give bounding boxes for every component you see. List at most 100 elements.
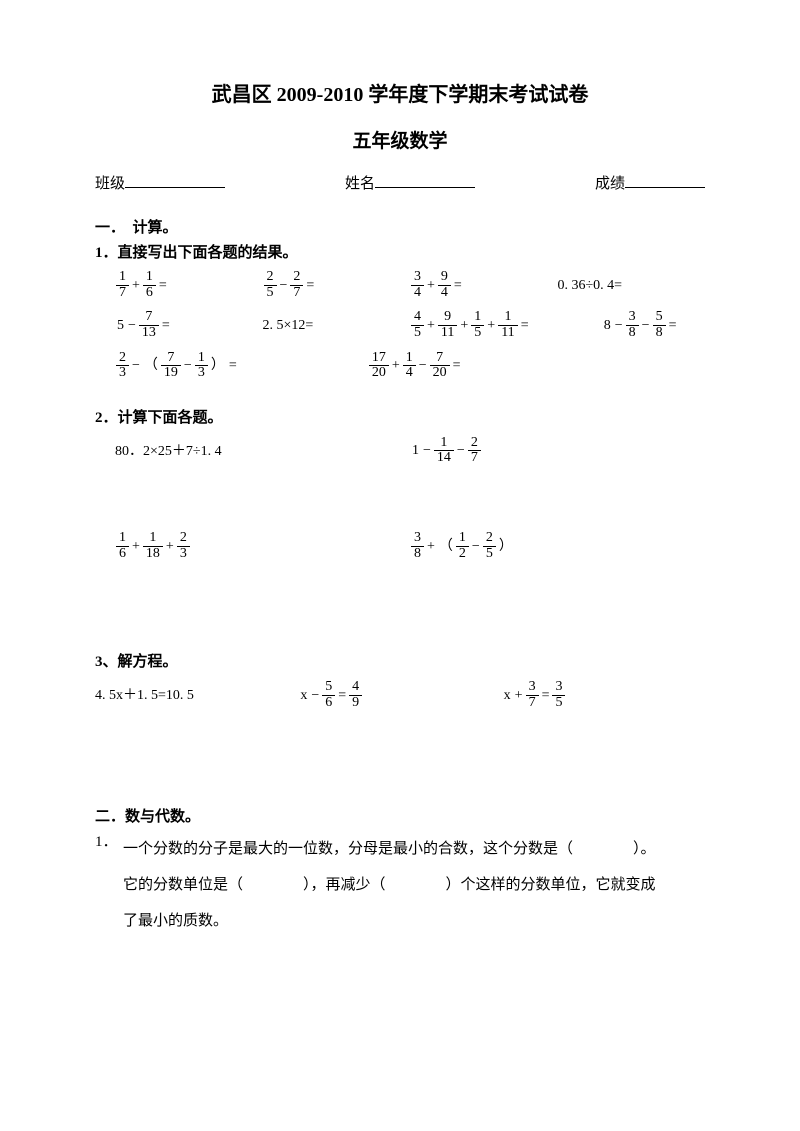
op: +: [515, 685, 523, 706]
expr: 16 + 118 + 23: [115, 526, 410, 561]
expr: 23 − （ 719 − 13 ） =: [115, 351, 368, 381]
expr: 45 + 911 + 15 + 111 =: [410, 310, 602, 340]
s2-q1: 1． 一个分数的分子是最大的一位数，分母是最小的合数，这个分数是（ ）。 它的分…: [95, 831, 705, 939]
pre: x: [300, 685, 307, 706]
den: 5: [483, 546, 496, 562]
name-field: 姓名: [345, 173, 475, 196]
den: 7: [468, 450, 481, 466]
section1-heading: 一． 计算。: [95, 217, 705, 240]
den: 2: [456, 546, 469, 562]
pre: 8: [604, 315, 611, 336]
den: 5: [552, 695, 565, 711]
rparen: ）: [499, 536, 513, 557]
op: −: [132, 355, 140, 376]
num: 4: [411, 310, 424, 325]
expr: 0. 36÷0. 4=: [558, 275, 706, 296]
num: 3: [626, 310, 639, 325]
q-num: 1．: [95, 831, 123, 939]
op: +: [460, 315, 468, 336]
op: +: [132, 536, 140, 557]
name-label: 姓名: [345, 173, 375, 196]
op: +: [427, 275, 435, 296]
op: −: [457, 440, 465, 461]
den: 11: [438, 325, 457, 341]
den: 7: [116, 285, 129, 301]
op: +: [392, 355, 400, 376]
title-main: 武昌区 2009-2010 学年度下学期末考试试卷: [95, 80, 705, 110]
title-sub: 五年级数学: [95, 128, 705, 157]
expr: 38 + （ 12 − 25 ）: [410, 526, 705, 561]
den: 7: [526, 695, 539, 711]
q-text: 了最小的质数。: [123, 903, 705, 939]
op: +: [487, 315, 495, 336]
expr: 1720 + 14 − 720 =: [368, 351, 705, 381]
num: 3: [526, 680, 539, 695]
num: 3: [411, 531, 424, 546]
expr: 25 − 27 =: [263, 270, 411, 300]
num: 5: [653, 310, 666, 325]
expr: 8 − 38 − 58 =: [602, 310, 705, 340]
op: +: [166, 536, 174, 557]
num: 9: [441, 310, 454, 325]
op: −: [423, 440, 431, 461]
q1-row3: 23 − （ 719 − 13 ） = 1720 + 14 − 720 =: [95, 351, 705, 381]
pre: 5: [117, 315, 124, 336]
den: 3: [177, 546, 190, 562]
op: −: [128, 315, 136, 336]
den: 4: [403, 365, 416, 381]
op: −: [642, 315, 650, 336]
eq: =: [521, 315, 529, 336]
num: 1: [146, 531, 159, 546]
den: 5: [264, 285, 277, 301]
den: 3: [195, 365, 208, 381]
lparen: （: [144, 355, 158, 376]
num: 1: [471, 310, 484, 325]
expr: 2. 5×12=: [263, 315, 411, 336]
num: 9: [438, 270, 451, 285]
q2-row1: 80．2×25＋7÷1. 4 1 − 114 − 27: [95, 436, 705, 466]
pre: 1: [412, 440, 419, 461]
class-field: 班级: [95, 173, 225, 196]
eq: =: [542, 685, 550, 706]
num: 2: [264, 270, 277, 285]
rparen: ）: [211, 355, 225, 376]
name-blank[interactable]: [375, 173, 475, 188]
op: −: [311, 685, 319, 706]
eq: =: [162, 315, 170, 336]
num: 2: [290, 270, 303, 285]
class-blank[interactable]: [125, 173, 225, 188]
den: 19: [161, 365, 181, 381]
den: 13: [139, 325, 159, 341]
den: 8: [411, 546, 424, 562]
num: 1: [403, 351, 416, 366]
num: 2: [483, 531, 496, 546]
op: −: [419, 355, 427, 376]
den: 4: [438, 285, 451, 301]
den: 3: [116, 365, 129, 381]
num: 7: [433, 351, 446, 366]
num: 5: [322, 680, 335, 695]
op: −: [615, 315, 623, 336]
plain-expr: 2. 5×12=: [263, 315, 314, 336]
num: 1: [116, 270, 129, 285]
section2-heading: 二．数与代数。: [95, 806, 705, 829]
den: 18: [143, 546, 163, 562]
q-text: 一个分数的分子是最大的一位数，分母是最小的合数，这个分数是（ ）。: [123, 831, 705, 867]
plain-expr: 4. 5x＋1. 5=10. 5: [95, 685, 194, 706]
den: 20: [369, 365, 389, 381]
score-blank[interactable]: [625, 173, 705, 188]
num: 7: [164, 351, 177, 366]
score-field: 成绩: [595, 173, 705, 196]
eq: =: [338, 685, 346, 706]
den: 4: [411, 285, 424, 301]
q3-row: 4. 5x＋1. 5=10. 5 x − 56 = 49 x + 37 = 35: [95, 680, 705, 710]
expr: 4. 5x＋1. 5=10. 5: [95, 685, 298, 706]
eq: =: [306, 275, 314, 296]
plain-expr: 0. 36÷0. 4=: [558, 275, 623, 296]
eq: =: [159, 275, 167, 296]
op: −: [472, 536, 480, 557]
eq: =: [229, 355, 237, 376]
num: 1: [456, 531, 469, 546]
den: 14: [434, 450, 454, 466]
num: 17: [369, 351, 389, 366]
